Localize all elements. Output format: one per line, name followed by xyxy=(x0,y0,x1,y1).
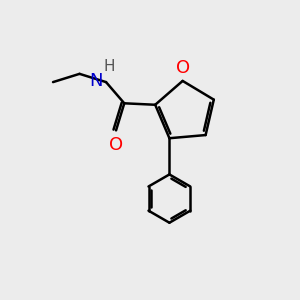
Text: H: H xyxy=(104,59,115,74)
Text: O: O xyxy=(176,59,190,77)
Text: N: N xyxy=(89,72,103,90)
Text: O: O xyxy=(109,136,123,154)
